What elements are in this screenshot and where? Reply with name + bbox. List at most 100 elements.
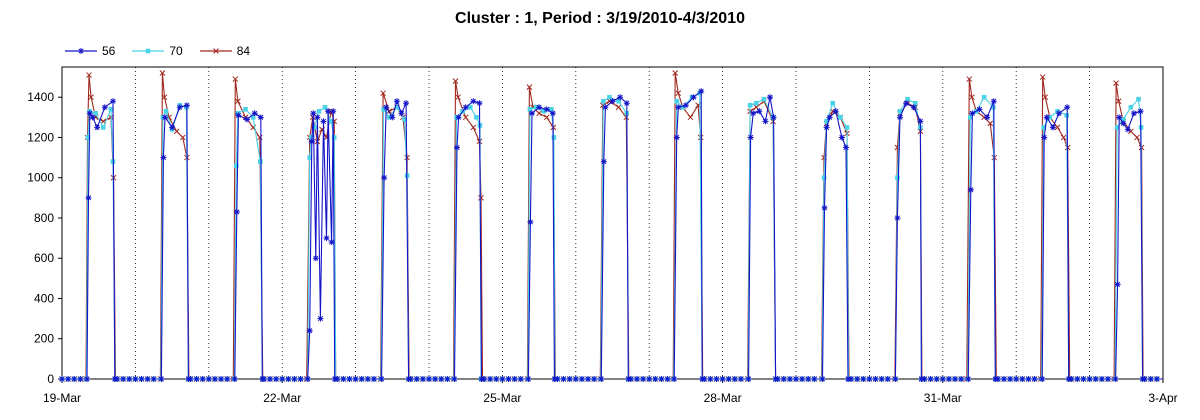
baseline-point: [958, 376, 965, 382]
data-point: [94, 124, 101, 131]
data-point: [1116, 114, 1123, 121]
baseline-point: [517, 376, 524, 382]
legend-label-series-3: 84: [236, 44, 251, 58]
data-point: [1049, 124, 1056, 131]
baseline-point: [114, 376, 121, 382]
data-point: [910, 104, 917, 111]
data-point: [838, 115, 843, 120]
data-point: [183, 102, 190, 109]
baseline-point: [126, 376, 133, 382]
data-point: [462, 114, 469, 121]
data-point: [86, 72, 92, 78]
data-point: [307, 155, 313, 160]
data-point: [380, 90, 386, 97]
baseline-point: [578, 376, 585, 382]
data-point: [1114, 125, 1120, 130]
baseline-point: [199, 376, 206, 382]
data-point: [615, 104, 622, 111]
series-56-group: [59, 88, 1163, 382]
data-point: [316, 108, 322, 114]
data-point: [969, 94, 975, 101]
data-point: [257, 114, 264, 121]
data-point: [687, 114, 694, 121]
data-point: [100, 125, 106, 130]
data-point: [990, 104, 996, 110]
data-point: [617, 94, 624, 101]
data-point: [823, 124, 830, 131]
series-line: [62, 92, 1163, 380]
data-point: [966, 76, 973, 82]
data-point: [965, 376, 972, 382]
data-point: [101, 104, 108, 111]
data-point: [894, 214, 901, 221]
data-point: [918, 376, 925, 382]
data-point: [821, 175, 827, 181]
baseline-point: [591, 376, 598, 382]
baseline-point: [59, 376, 65, 382]
series-line: [62, 72, 1163, 380]
data-point: [984, 114, 991, 121]
data-point: [747, 102, 753, 108]
baseline-point: [407, 376, 414, 382]
data-point: [257, 159, 263, 164]
data-point: [990, 98, 997, 105]
y-tick-label: 200: [34, 332, 54, 346]
data-point: [306, 327, 313, 334]
baseline-point: [799, 376, 806, 382]
baseline-point: [260, 376, 267, 382]
baseline-point: [1141, 376, 1148, 382]
data-point: [470, 124, 477, 131]
data-point: [454, 144, 461, 151]
baseline-point: [658, 376, 665, 382]
data-point: [753, 104, 760, 111]
data-point: [312, 255, 319, 262]
legend-label-series-1: 56: [102, 44, 116, 58]
baseline-point: [1074, 376, 1081, 382]
data-point: [378, 376, 385, 382]
baseline-point: [352, 376, 359, 382]
data-point: [231, 376, 238, 382]
baseline-point: [370, 376, 377, 382]
x-tick-label: 31-Mar: [924, 391, 962, 405]
baseline-point: [413, 376, 420, 382]
data-point: [753, 100, 759, 106]
baseline-point: [120, 376, 127, 382]
data-point: [88, 94, 94, 101]
baseline-point: [211, 376, 218, 382]
data-point: [1042, 94, 1049, 101]
series-70-group: [59, 90, 1163, 382]
data-point: [232, 76, 239, 82]
baseline-point: [786, 376, 793, 382]
baseline-point: [707, 376, 714, 382]
data-point: [86, 110, 93, 117]
data-point: [968, 115, 973, 120]
y-tick-label: 0: [47, 372, 54, 386]
baseline-point: [572, 376, 579, 382]
data-point: [1043, 114, 1050, 121]
data-point: [108, 106, 114, 112]
data-point: [543, 106, 550, 113]
legend-item-series-1: 56: [64, 44, 115, 58]
baseline-point: [921, 376, 928, 382]
data-point: [967, 186, 974, 193]
data-point: [169, 124, 176, 131]
data-point: [892, 376, 899, 382]
baseline-point: [150, 376, 157, 382]
data-point: [1114, 281, 1121, 288]
data-point: [386, 115, 392, 120]
baseline-point: [884, 376, 891, 382]
data-point: [322, 104, 328, 110]
baseline-point: [848, 376, 855, 382]
data-point: [330, 108, 337, 115]
data-point: [896, 114, 903, 121]
data-point: [159, 70, 166, 76]
data-point: [467, 104, 473, 110]
baseline-point: [646, 376, 653, 382]
data-point: [1039, 74, 1046, 80]
baseline-point: [1098, 376, 1105, 382]
data-point: [844, 125, 850, 130]
data-point: [308, 135, 314, 140]
baseline-point: [205, 376, 212, 382]
data-point: [981, 94, 987, 100]
data-point: [551, 135, 557, 140]
